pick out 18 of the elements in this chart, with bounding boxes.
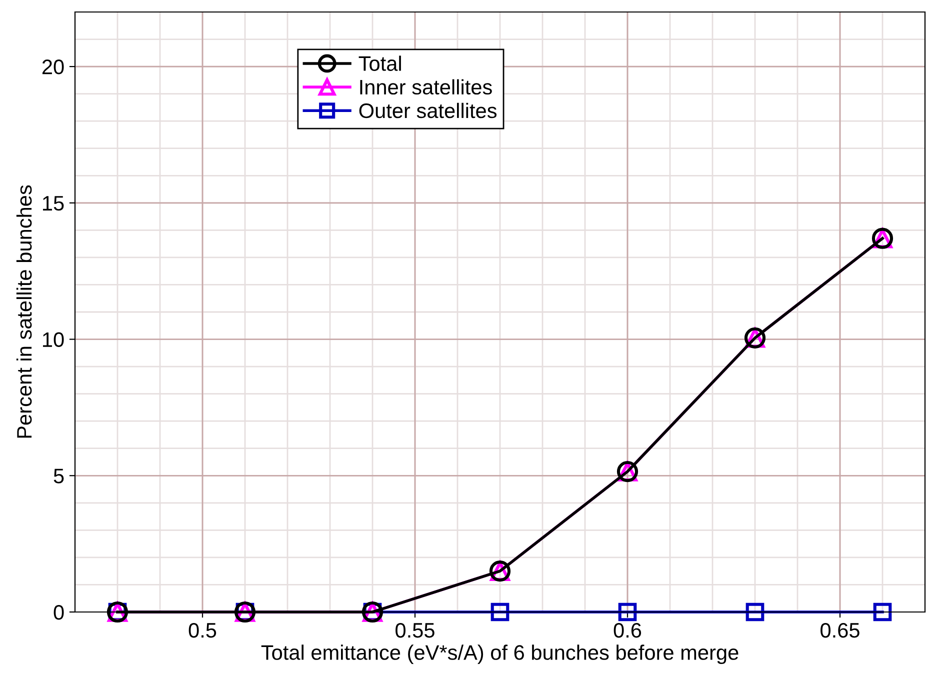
x-tick-label: 0.5 (188, 622, 216, 638)
y-tick-label: 20 (42, 60, 64, 74)
x-axis-title: Total emittance (eV*s/A) of 6 bunches before merge (261, 644, 738, 664)
y-tick-label: 10 (43, 332, 64, 348)
y-axis-title: Percent in satellite bunches (16, 185, 32, 438)
y-tick-label: 15 (43, 196, 64, 211)
legend-label: Inner satellites (360, 79, 492, 95)
point (618, 602, 637, 622)
point (873, 602, 892, 622)
y-tick-label: 5 (54, 468, 64, 484)
point (490, 602, 510, 622)
x-tick-label: 0.6 (614, 622, 642, 638)
point (746, 602, 764, 622)
legend-label: Total (358, 56, 401, 71)
x-tick-label: 0.65 (820, 622, 860, 638)
x-tick-label: 0.55 (396, 622, 434, 638)
y-tick-label: 0 (54, 605, 64, 620)
legend-label: Outer satellites (359, 102, 497, 118)
